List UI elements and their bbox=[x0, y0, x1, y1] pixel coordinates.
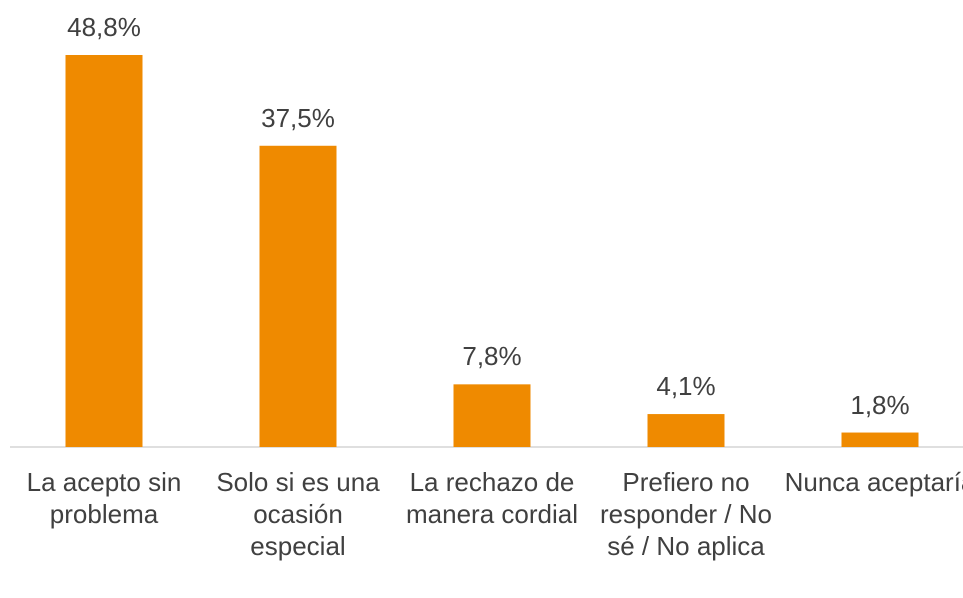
x-tick-label: Prefiero no responder / No sé / No aplic… bbox=[600, 467, 772, 561]
data-label: 7,8% bbox=[462, 341, 522, 372]
x-tick-label: Nunca aceptaría bbox=[784, 467, 963, 497]
bar bbox=[259, 145, 337, 447]
bar bbox=[65, 55, 143, 447]
data-label: 4,1% bbox=[656, 371, 716, 402]
x-tick-label: La rechazo de manera cordial bbox=[406, 467, 578, 529]
bar bbox=[453, 384, 531, 447]
data-label: 37,5% bbox=[261, 102, 335, 133]
x-tick-label: La acepto sin problema bbox=[26, 467, 182, 529]
bar bbox=[647, 414, 725, 447]
x-tick-label: Solo si es una ocasión especial bbox=[216, 467, 380, 561]
data-label: 48,8% bbox=[67, 12, 141, 42]
bar bbox=[841, 432, 919, 447]
data-label: 1,8% bbox=[850, 389, 910, 420]
